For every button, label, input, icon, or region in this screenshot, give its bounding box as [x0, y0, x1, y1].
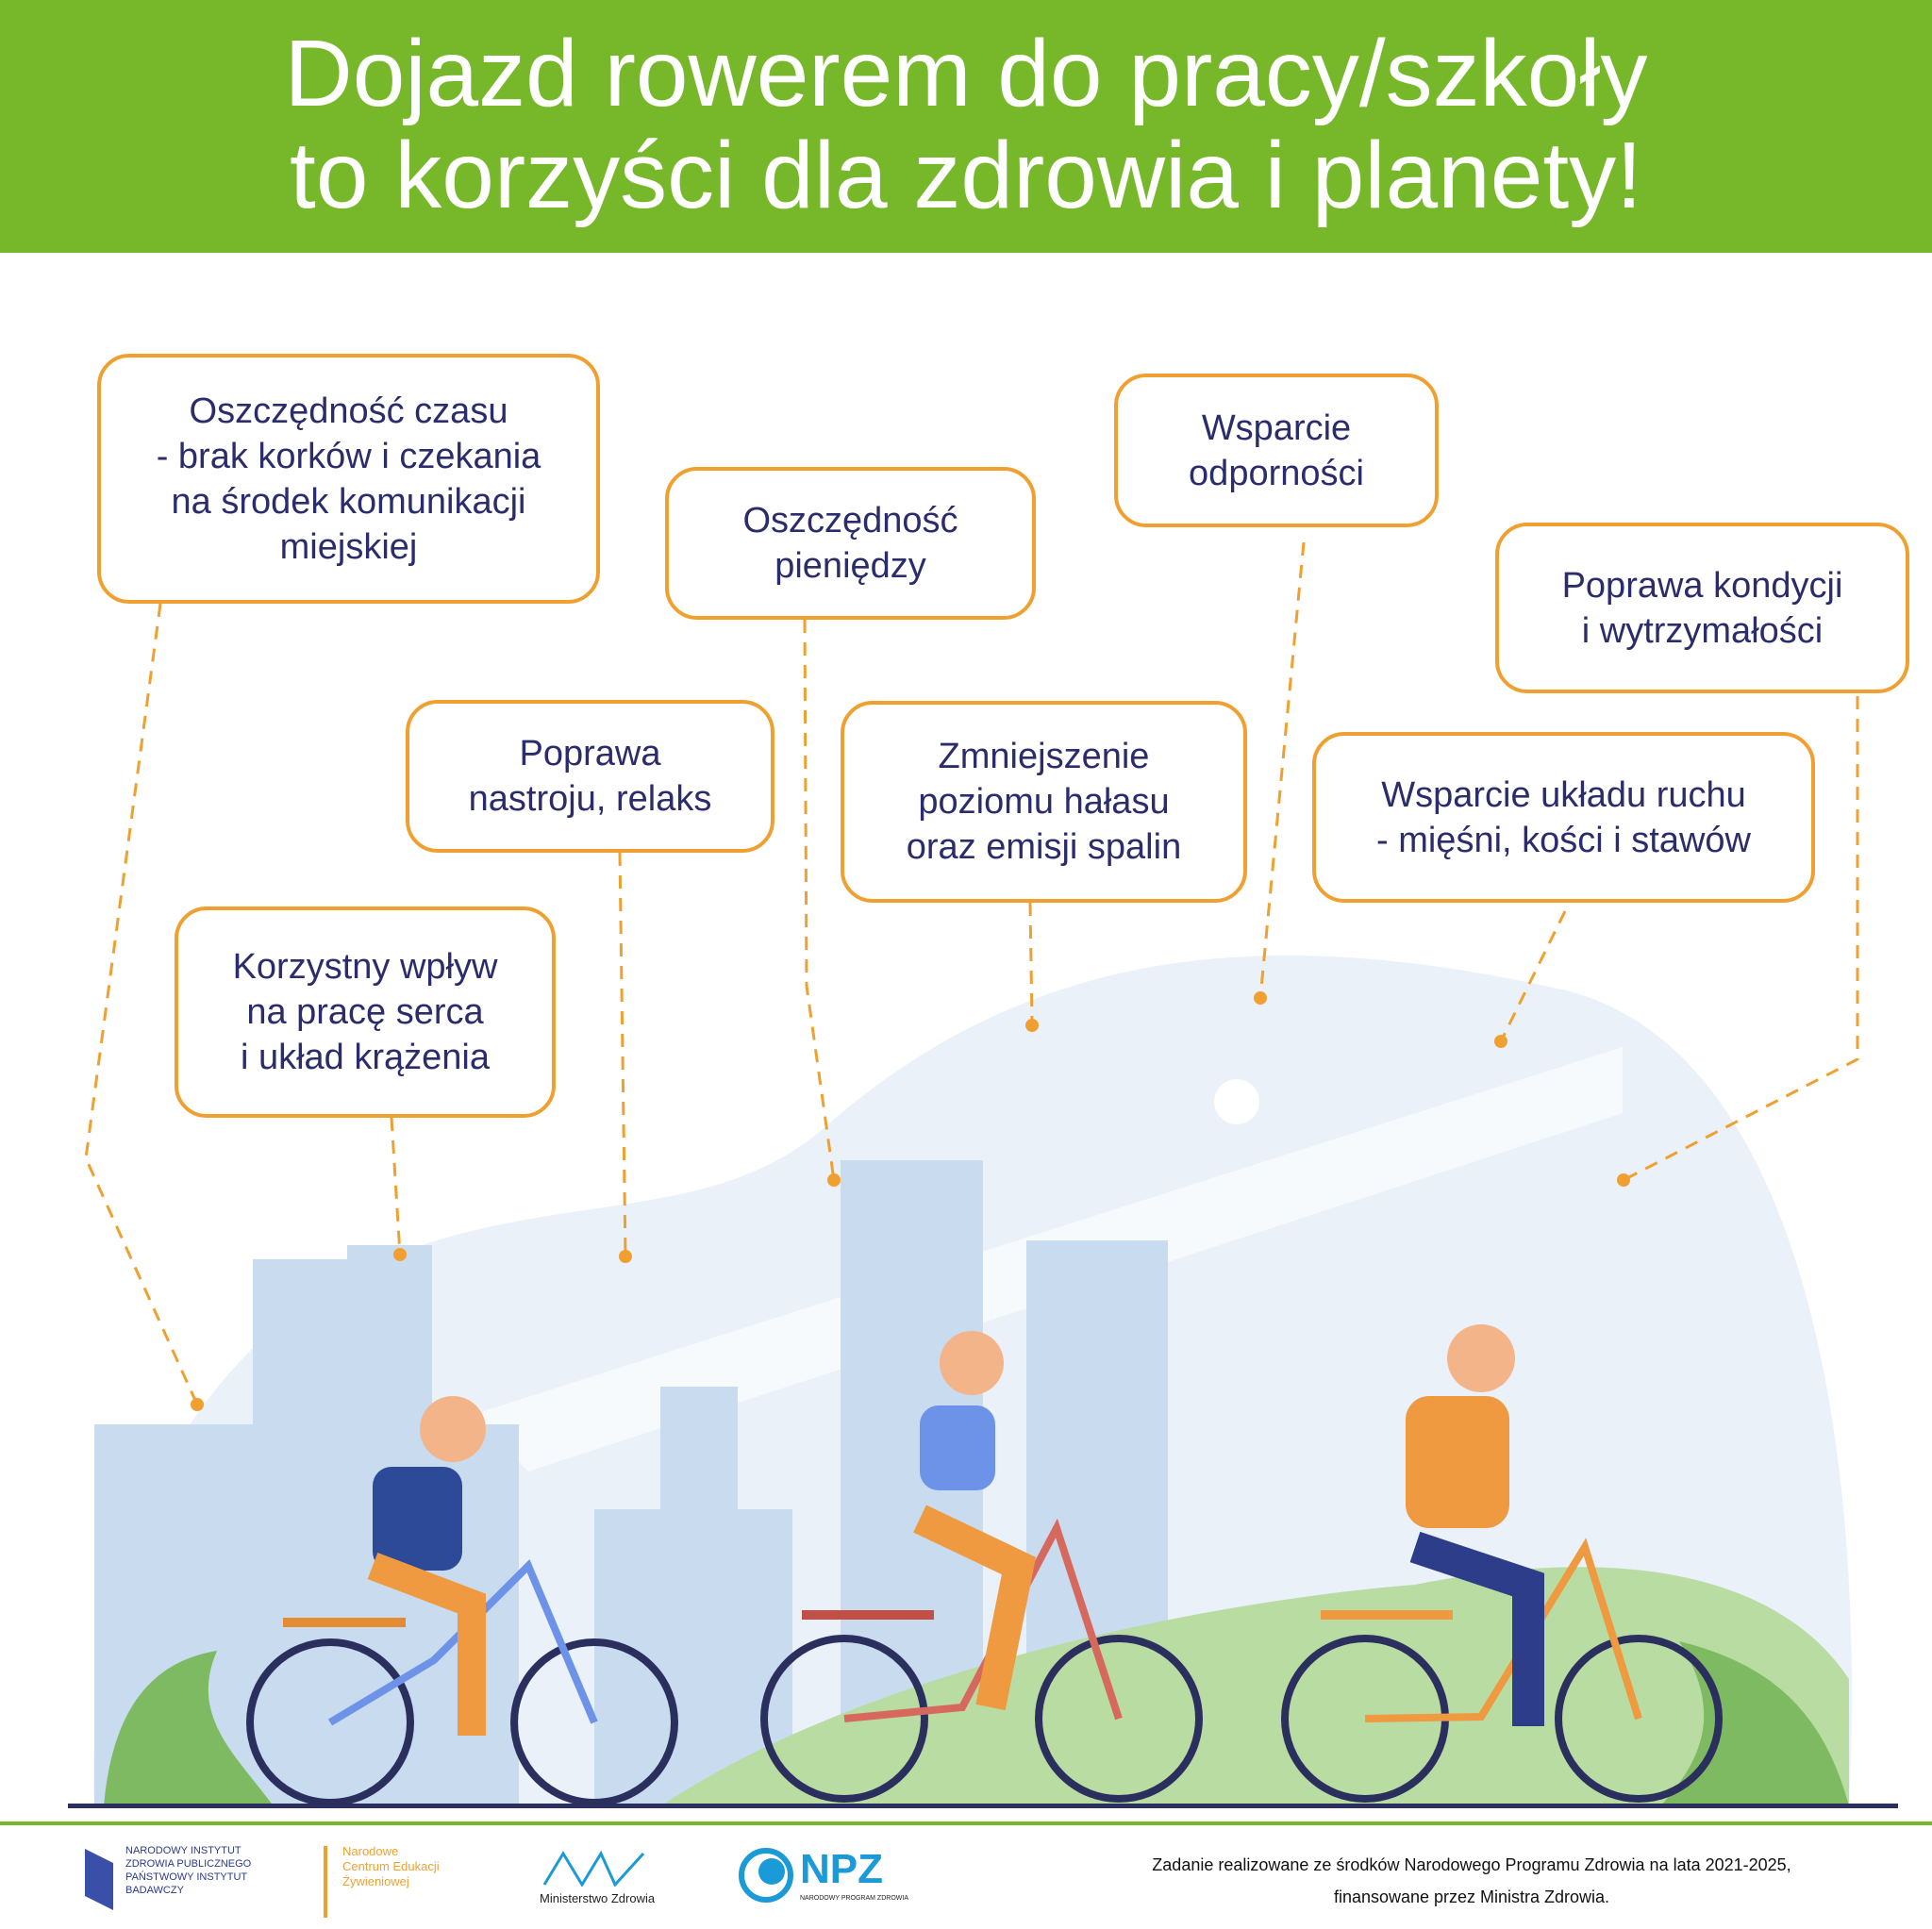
title-line-1: Dojazd rowerem do pracy/szkoły	[284, 21, 1648, 126]
npz-text: NPZ	[800, 1846, 883, 1892]
npz-mark	[739, 1848, 793, 1903]
funding-note: Zadanie realizowane ze środków Narodoweg…	[1113, 1849, 1830, 1913]
benefit-mood: Poprawa nastroju, relaks	[406, 700, 774, 853]
benefit-musculoskeletal: Wsparcie układu ruchu - mięśni, kości i …	[1312, 732, 1815, 903]
npz-logo: NPZ NARODOWY PROGRAM ZDROWIA	[738, 1847, 908, 1904]
funding-line-2: finansowane przez Ministra Zdrowia.	[1333, 1887, 1610, 1906]
funding-line-1: Zadanie realizowane ze środków Narodoweg…	[1152, 1855, 1791, 1874]
bike-boy	[246, 1396, 678, 1806]
mz-logo: Ministerstwo Zdrowia	[540, 1849, 672, 1906]
sun	[1214, 1079, 1259, 1124]
benefit-immunity: Wsparcie odporności	[1114, 374, 1439, 527]
benefit-money-saving: Oszczędność pieniędzy	[665, 467, 1036, 620]
mz-mark	[542, 1850, 645, 1887]
header-banner: Dojazd rowerem do pracy/szkoły to korzyś…	[0, 0, 1932, 253]
bike-man	[1281, 1324, 1723, 1803]
plant-left	[104, 1651, 274, 1806]
arrow-heads	[191, 991, 1630, 1411]
footer-divider	[0, 1821, 1932, 1825]
nizp-label: NARODOWY INSTYTUT ZDROWIA PUBLICZNEGO PA…	[125, 1845, 252, 1896]
mz-label: Ministerstwo Zdrowia	[540, 1891, 656, 1905]
bike-woman	[760, 1331, 1203, 1803]
dashed-arrows	[84, 541, 1859, 1405]
ncez-wheat-icon	[324, 1846, 327, 1918]
green-hill	[660, 1567, 1849, 1806]
ncez-label: Narodowe Centrum Edukacji Żywieniowej	[342, 1844, 440, 1888]
nizp-mark	[85, 1849, 113, 1910]
benefit-time-saving: Oszczędność czasu - brak korków i czekan…	[97, 354, 600, 604]
nizp-logo: NARODOWY INSTYTUT ZDROWIA PUBLICZNEGO PA…	[80, 1844, 258, 1915]
benefit-noise-emission: Zmniejszenie poziomu hałasu oraz emisji …	[841, 701, 1247, 903]
benefit-heart: Korzystny wpływ na pracę serca i układ k…	[175, 906, 556, 1118]
ncez-logo: Narodowe Centrum Edukacji Żywieniowej	[316, 1844, 446, 1920]
ground-line	[68, 1804, 1898, 1808]
title-line-2: to korzyści dla zdrowia i planety!	[290, 123, 1642, 228]
npz-subtext: NARODOWY PROGRAM ZDROWIA	[800, 1895, 908, 1902]
benefit-fitness: Poprawa kondycji i wytrzymałości	[1495, 523, 1909, 693]
